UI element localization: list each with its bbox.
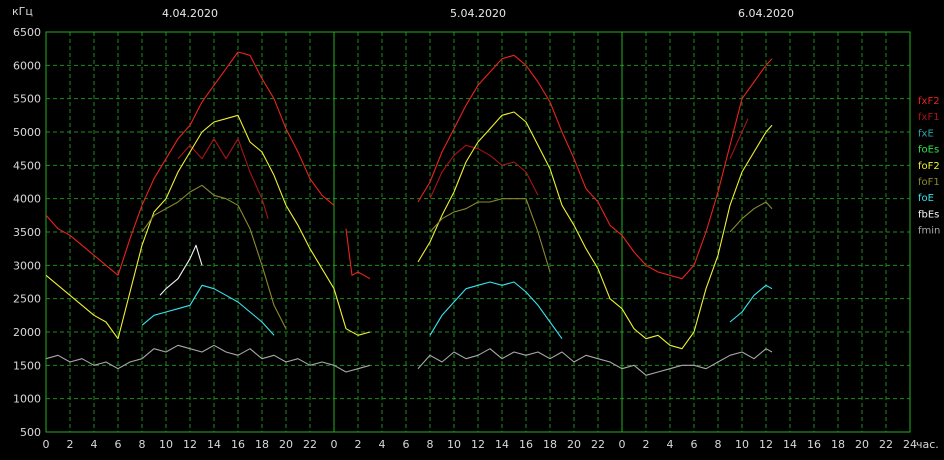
x-tick-label: 18 [543,438,557,451]
date-label: 5.04.2020 [450,7,506,20]
x-tick-label: 10 [159,438,173,451]
x-tick-label: 8 [139,438,146,451]
series-fxf1-line [729,118,749,159]
x-tick-label: 20 [855,438,869,451]
x-tick-label: 10 [447,438,461,451]
legend-fof2: foF2 [918,161,940,172]
y-tick-label: 5000 [13,126,41,139]
x-tick-label: 24 [903,438,917,451]
series-lines [45,51,773,376]
x-tick-label: 4 [379,438,386,451]
x-tick-label: 6 [403,438,410,451]
legend-fxe: fxE [918,128,934,139]
x-tick-label: 4 [91,438,98,451]
x-tick-label: 10 [735,438,749,451]
series-fof2-line [45,114,371,340]
x-tick-label: 14 [783,438,797,451]
x-tick-label: 12 [759,438,773,451]
x-tick-label: 22 [303,438,317,451]
y-tick-label: 6000 [13,59,41,72]
x-unit-label: час. [916,438,939,451]
x-tick-label: 2 [355,438,362,451]
y-tick-label: 6500 [13,26,41,39]
axes: 5001000150020002500300035004000450050005… [13,7,917,451]
x-tick-label: 20 [567,438,581,451]
series-fxf2-line [345,228,371,280]
legend-fmin: fmin [918,226,940,237]
legend-foe: foE [918,193,934,204]
legend-foes: foEs [918,145,939,156]
legend-fxf1: fxF1 [918,112,940,123]
x-tick-label: 8 [715,438,722,451]
series-foe-line [141,284,275,336]
legend-fof1: foF1 [918,177,940,188]
x-tick-label: 16 [807,438,821,451]
series-fof1-line [729,201,773,233]
x-tick-label: 2 [67,438,74,451]
y-tick-label: 4500 [13,159,41,172]
y-unit-label: кГц [12,5,33,18]
legend-fxf2: fxF2 [918,96,940,107]
series-fxf1-line [177,138,269,219]
x-tick-label: 22 [879,438,893,451]
x-tick-label: 12 [183,438,197,451]
y-tick-label: 2500 [13,293,41,306]
y-tick-label: 3000 [13,259,41,272]
x-tick-label: 14 [495,438,509,451]
y-tick-label: 5500 [13,93,41,106]
x-tick-label: 0 [619,438,626,451]
x-tick-label: 12 [471,438,485,451]
x-tick-label: 16 [231,438,245,451]
series-fxf2-line [417,54,773,280]
x-tick-label: 16 [519,438,533,451]
x-tick-label: 18 [255,438,269,451]
x-tick-label: 0 [43,438,50,451]
x-tick-label: 6 [115,438,122,451]
y-tick-label: 1500 [13,359,41,372]
y-tick-label: 2000 [13,326,41,339]
x-tick-label: 22 [591,438,605,451]
grid [45,31,911,433]
series-fof1-line [429,198,551,273]
series-fmin-line [45,344,371,373]
legend: fxF2 fxF1 fxE foEs foF2 foF1 foE fbEs fmin [918,96,940,237]
y-tick-label: 1000 [13,393,41,406]
date-label: 6.04.2020 [738,7,794,20]
x-tick-label: 18 [831,438,845,451]
x-tick-label: 2 [643,438,650,451]
series-fxf1-line [429,144,539,199]
x-tick-label: 8 [427,438,434,451]
y-tick-label: 500 [20,426,41,439]
legend-fbes: fbEs [918,209,939,220]
series-fof1-line [141,184,287,329]
series-fof2-line [417,111,773,350]
x-tick-label: 4 [667,438,674,451]
series-fbes-line [159,244,203,296]
y-tick-label: 4000 [13,193,41,206]
x-tick-label: 0 [331,438,338,451]
series-foe-line [729,284,773,323]
series-foe-line [429,281,563,340]
x-tick-label: 20 [279,438,293,451]
series-fxf2-line [45,51,335,276]
plot-frame [45,31,911,433]
y-tick-label: 3500 [13,226,41,239]
date-label: 4.04.2020 [162,7,218,20]
x-tick-label: 14 [207,438,221,451]
series-fmin-line [417,348,773,376]
x-tick-label: 6 [691,438,698,451]
